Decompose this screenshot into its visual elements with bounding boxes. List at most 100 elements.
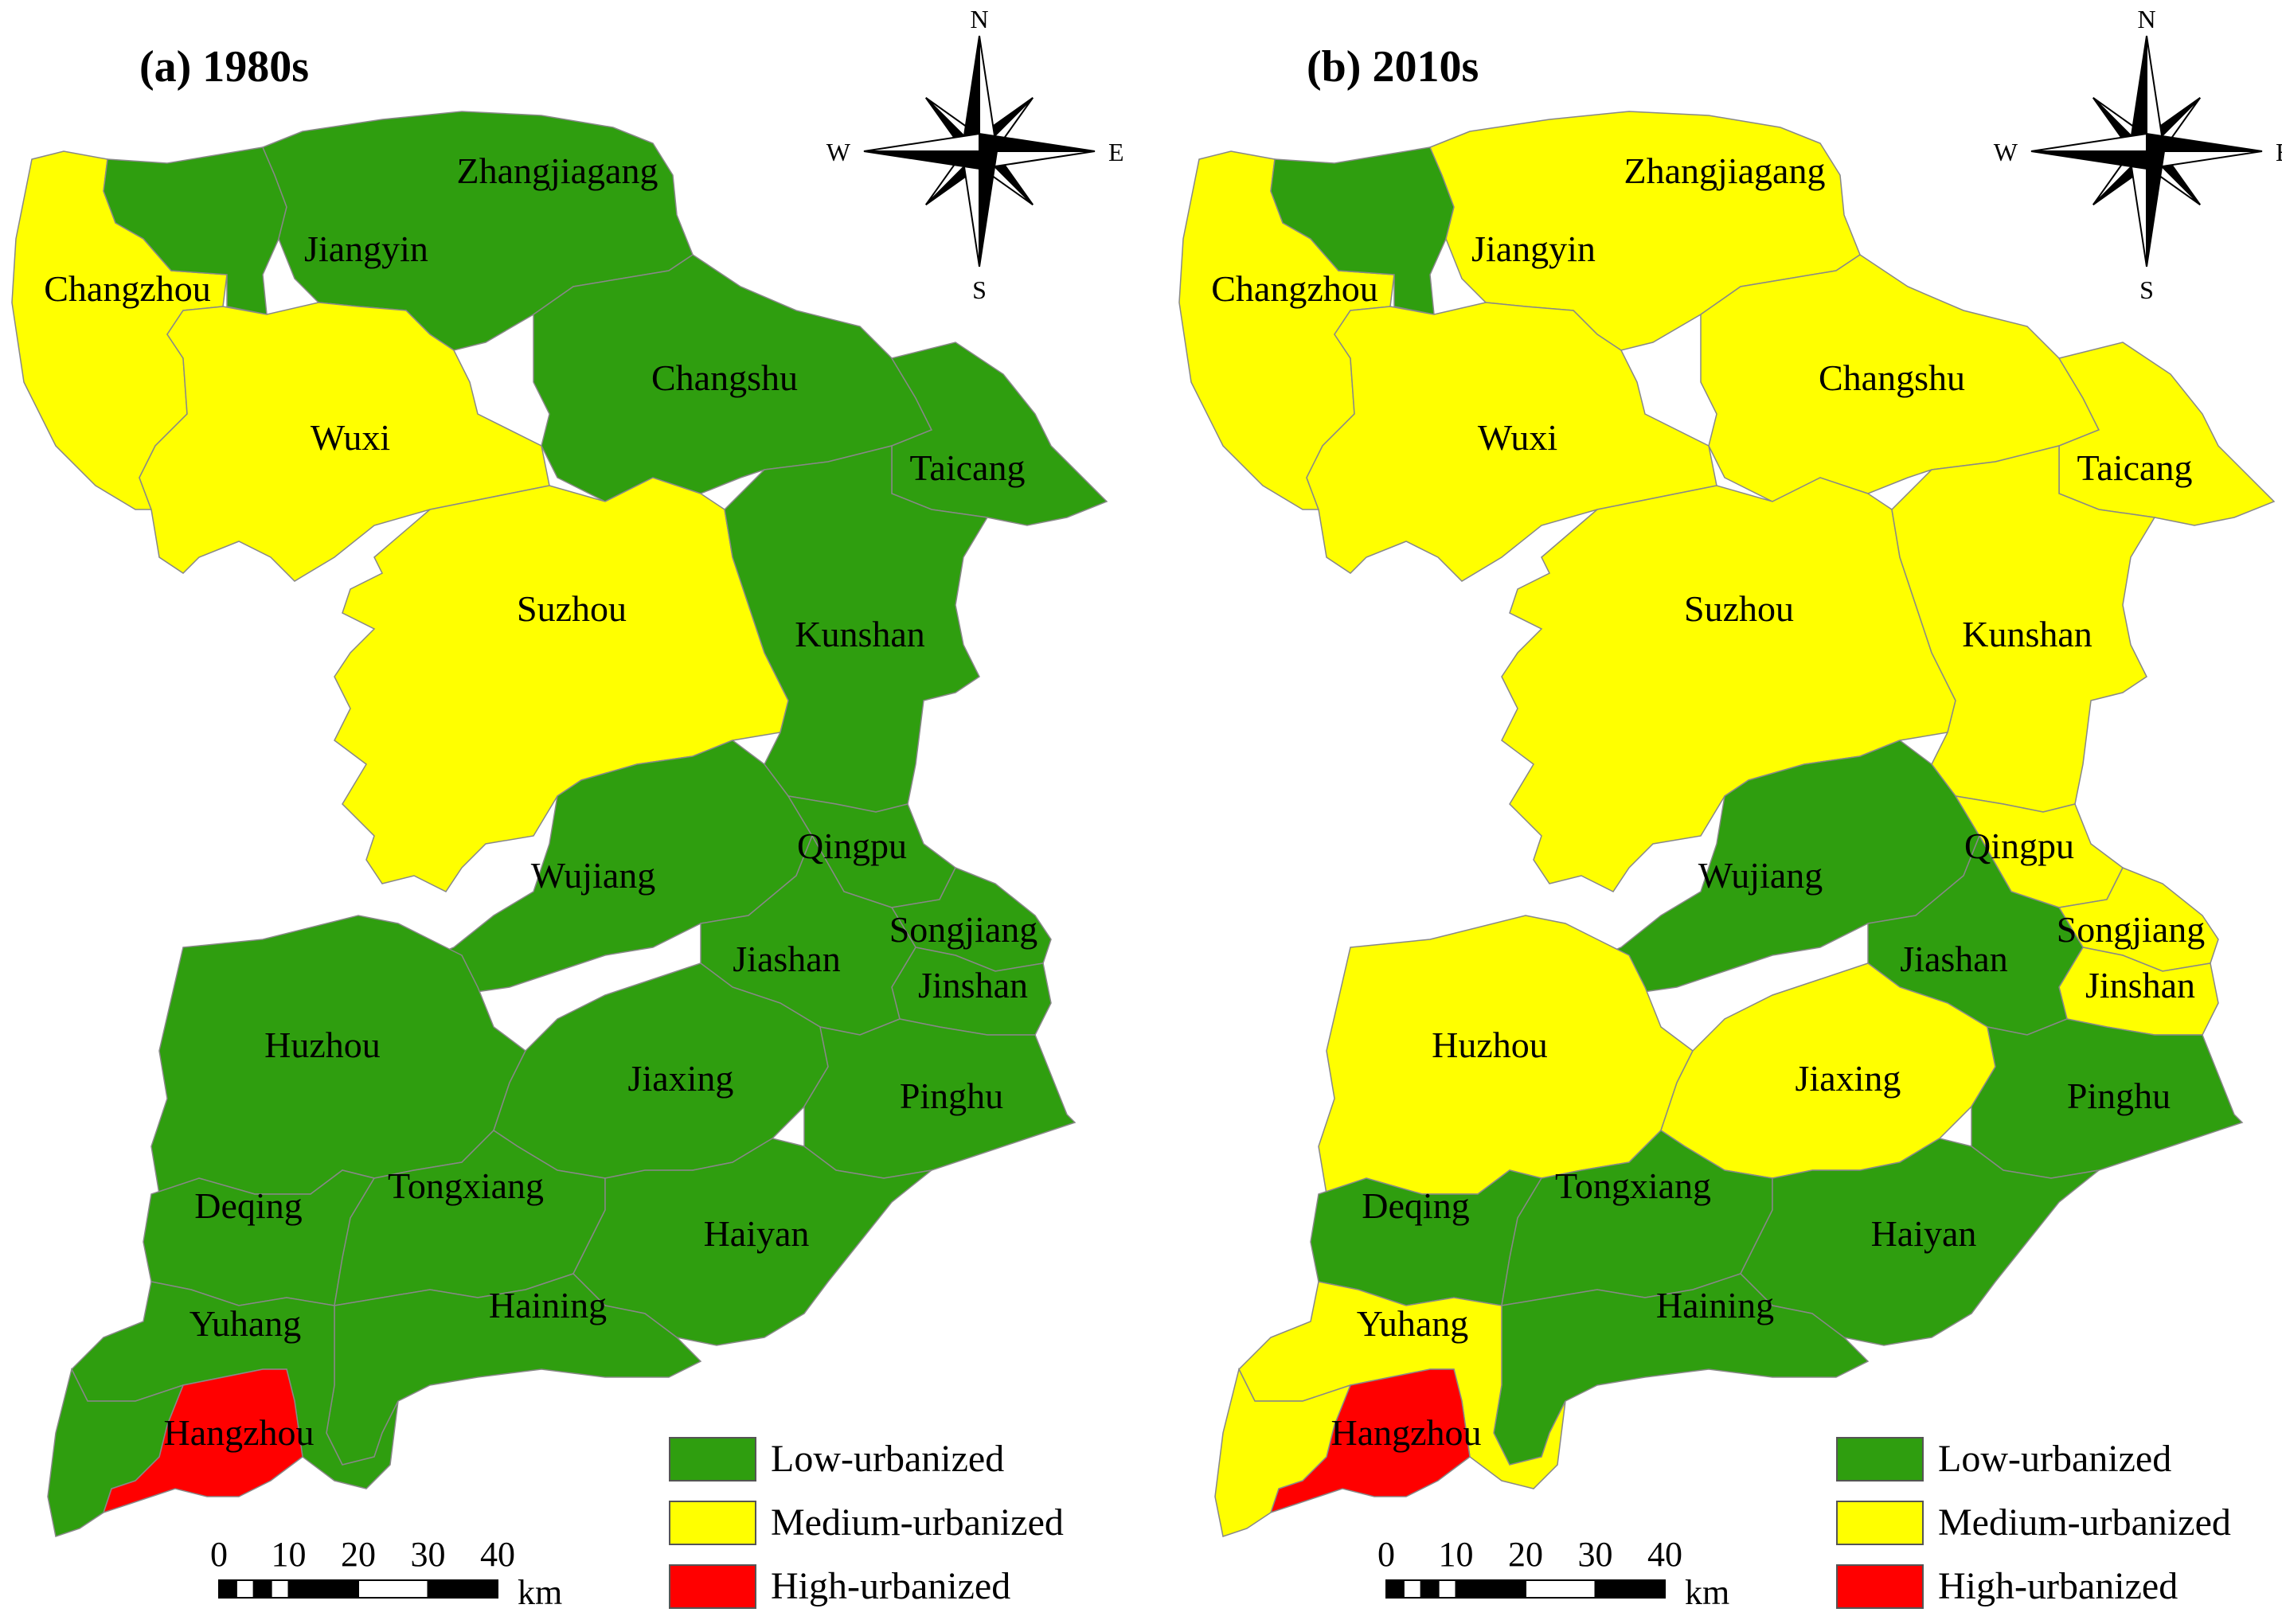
region-label-qingpu: Qingpu bbox=[1964, 826, 2074, 866]
region-wuxi bbox=[139, 302, 550, 582]
map-panel-1980s: (a) 1980s Changzhou Jiangyin Zhangjiagang W… bbox=[11, 5, 1124, 1612]
legend-swatch-high bbox=[1836, 1564, 1924, 1609]
scale-tick-label: 0 bbox=[210, 1535, 228, 1574]
region-label-yuhang: Yuhang bbox=[1357, 1303, 1469, 1344]
compass-label-s: S bbox=[2139, 275, 2154, 304]
region-label-wujiang: Wujiang bbox=[531, 855, 656, 896]
legend-label-high: High-urbanized bbox=[1938, 1565, 2178, 1607]
legend-label-medium: Medium-urbanized bbox=[771, 1501, 1064, 1544]
region-wujiang bbox=[356, 740, 813, 1004]
label-layer: Changzhou Jiangyin Zhangjiagang Wuxi Changsh… bbox=[44, 150, 1037, 1453]
region-label-deqing: Deqing bbox=[1362, 1185, 1469, 1226]
region-label-haining: Haining bbox=[489, 1285, 607, 1325]
legend-swatch-high bbox=[669, 1564, 756, 1609]
legend-label-high: High-urbanized bbox=[771, 1565, 1011, 1607]
scale-tick-label: 20 bbox=[1508, 1535, 1543, 1574]
region-label-changshu: Changshu bbox=[651, 357, 798, 398]
scale-bar-segment bbox=[252, 1579, 272, 1599]
region-label-hangzhou: Hangzhou bbox=[163, 1412, 314, 1453]
region-layer bbox=[11, 111, 1108, 1537]
region-label-suzhou: Suzhou bbox=[517, 588, 627, 629]
scale-tick-label: 40 bbox=[480, 1535, 515, 1574]
label-layer: Changzhou Jiangyin Zhangjiagang Wuxi Changsh… bbox=[1211, 150, 2205, 1453]
region-pinghu bbox=[803, 1018, 1077, 1179]
scale-bar-segment bbox=[1525, 1579, 1596, 1599]
region-label-hangzhou: Hangzhou bbox=[1331, 1412, 1481, 1453]
region-label-yuhang: Yuhang bbox=[190, 1303, 302, 1344]
region-wujiang bbox=[1523, 740, 1980, 1004]
legend-label-low: Low-urbanized bbox=[771, 1438, 1005, 1480]
scale-bar-segment bbox=[1402, 1579, 1422, 1599]
scale-bar-segment bbox=[287, 1579, 359, 1599]
scale-bar-segment bbox=[358, 1579, 429, 1599]
region-label-changzhou: Changzhou bbox=[44, 268, 211, 309]
scale-unit-label: km bbox=[1685, 1573, 1729, 1612]
region-label-haining: Haining bbox=[1656, 1285, 1774, 1325]
region-label-huzhou: Huzhou bbox=[264, 1025, 381, 1065]
scale-bar-segment bbox=[1594, 1579, 1666, 1599]
region-label-tongxiang: Tongxiang bbox=[1555, 1165, 1711, 1206]
region-label-jiashan: Jiashan bbox=[733, 939, 840, 979]
region-label-jinshan: Jinshan bbox=[2085, 965, 2195, 1005]
region-kunshan bbox=[1891, 445, 2156, 813]
scale-tick-label: 30 bbox=[1578, 1535, 1613, 1574]
panel-title: (b) 2010s bbox=[1307, 42, 1479, 92]
region-label-huzhou: Huzhou bbox=[1432, 1025, 1548, 1065]
region-label-kunshan: Kunshan bbox=[1962, 614, 2092, 654]
region-taicang bbox=[2057, 342, 2276, 526]
legend-swatch-low bbox=[669, 1437, 756, 1482]
map-panel-2010s: (b) 2010s Changzhou Jiangyin Zhangjiagang W… bbox=[1167, 0, 2282, 1624]
scale-bar-segment bbox=[218, 1579, 237, 1599]
region-label-haiyan: Haiyan bbox=[704, 1213, 810, 1254]
region-label-taicang: Taicang bbox=[2077, 447, 2193, 488]
region-label-wuxi: Wuxi bbox=[311, 417, 390, 458]
region-jiangyin bbox=[103, 146, 287, 315]
region-label-wujiang: Wujiang bbox=[1698, 855, 1823, 896]
compass-label-n: N bbox=[970, 5, 988, 33]
region-wuxi bbox=[1306, 302, 1717, 582]
scale-bar-segment bbox=[1455, 1579, 1526, 1599]
region-yuhang bbox=[47, 1367, 185, 1537]
region-label-haiyan: Haiyan bbox=[1871, 1213, 1977, 1254]
region-label-jinshan: Jinshan bbox=[918, 965, 1028, 1005]
region-label-jiaxing: Jiaxing bbox=[628, 1058, 734, 1099]
region-jiangyin bbox=[1270, 146, 1455, 315]
legend-swatch-medium bbox=[669, 1501, 756, 1545]
region-label-zhangjiagang: Zhangjiagang bbox=[457, 150, 658, 191]
scale-tick-label: 0 bbox=[1377, 1535, 1395, 1574]
panel-title: (a) 1980s bbox=[139, 42, 310, 92]
legend-label-low: Low-urbanized bbox=[1938, 1438, 2172, 1480]
region-label-jiangyin: Jiangyin bbox=[1471, 228, 1596, 269]
region-label-zhangjiagang: Zhangjiagang bbox=[1624, 150, 1826, 191]
region-yuhang bbox=[1214, 1367, 1352, 1537]
scale-tick-label: 40 bbox=[1647, 1535, 1682, 1574]
region-taicang bbox=[890, 342, 1108, 526]
scale-bar-segment bbox=[235, 1579, 255, 1599]
urbanization-map: Changzhou Jiangyin Zhangjiagang Wuxi Changsh… bbox=[1178, 5, 2282, 1612]
region-pinghu bbox=[1971, 1018, 2244, 1179]
scale-tick-label: 10 bbox=[1439, 1535, 1474, 1574]
region-label-changshu: Changshu bbox=[1819, 357, 1965, 398]
region-label-jiangyin: Jiangyin bbox=[304, 228, 428, 269]
compass-rose-icon: N S E W bbox=[1994, 5, 2282, 304]
region-label-jiaxing: Jiaxing bbox=[1796, 1058, 1901, 1099]
region-label-pinghu: Pinghu bbox=[900, 1076, 1003, 1116]
region-label-wuxi: Wuxi bbox=[1478, 417, 1557, 458]
scale-unit-label: km bbox=[518, 1573, 562, 1612]
scale-bar-segment bbox=[1385, 1579, 1405, 1599]
compass-label-e: E bbox=[2276, 138, 2282, 166]
compass-label-n: N bbox=[2137, 5, 2155, 33]
region-label-suzhou: Suzhou bbox=[1684, 588, 1794, 629]
scale-bar-segment bbox=[1437, 1579, 1457, 1599]
region-label-songjiang: Songjiang bbox=[889, 909, 1038, 950]
scale-tick-label: 20 bbox=[341, 1535, 376, 1574]
region-label-taicang: Taicang bbox=[910, 447, 1026, 488]
region-label-tongxiang: Tongxiang bbox=[388, 1165, 544, 1206]
region-layer bbox=[1178, 111, 2276, 1537]
region-label-jiashan: Jiashan bbox=[1900, 939, 2007, 979]
scale-bar-segment bbox=[427, 1579, 498, 1599]
region-label-deqing: Deqing bbox=[194, 1185, 302, 1226]
region-kunshan bbox=[724, 445, 989, 813]
